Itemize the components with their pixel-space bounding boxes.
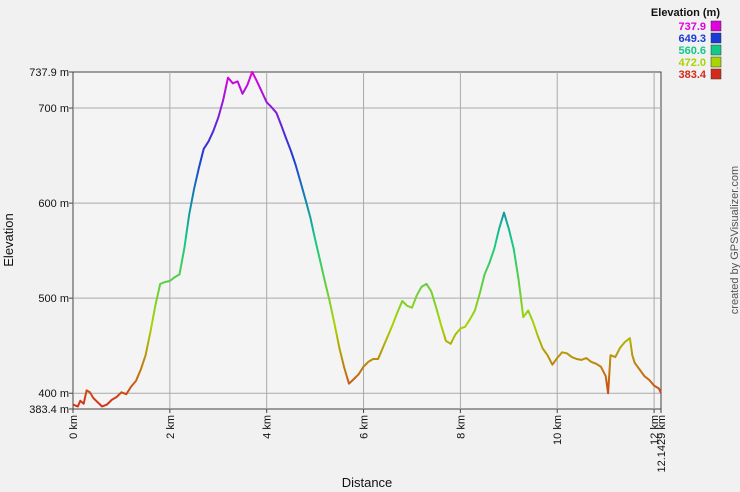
legend-swatch bbox=[710, 44, 722, 56]
legend-value: 737.9 bbox=[678, 21, 706, 33]
x-tick-label: 12 km bbox=[649, 415, 661, 445]
y-tick-label: 400 m bbox=[38, 388, 69, 400]
x-axis-title: Distance bbox=[342, 475, 393, 490]
y-axis-title: Elevation bbox=[1, 213, 16, 266]
x-tick-label: 6 km bbox=[359, 415, 371, 439]
grid-lines bbox=[73, 72, 661, 409]
legend-value: 649.3 bbox=[678, 33, 706, 45]
legend-title: Elevation (m) bbox=[651, 7, 720, 19]
x-tick-label: 4 km bbox=[262, 415, 274, 439]
y-tick-label: 500 m bbox=[38, 293, 69, 305]
legend-swatch bbox=[710, 20, 722, 32]
y-tick-label: 600 m bbox=[38, 198, 69, 210]
y-axis-ticks: 383.4 m 400 m 500 m 600 m 700 m 737.9 m bbox=[29, 67, 73, 416]
y-tick-label: 737.9 m bbox=[29, 67, 69, 79]
legend-swatch bbox=[710, 68, 722, 80]
elevation-line bbox=[72, 70, 662, 408]
credit-text: created by GPSVisualizer.com bbox=[729, 166, 740, 314]
y-tick-label: 383.4 m bbox=[29, 404, 69, 416]
x-tick-label: 12.1429 km bbox=[656, 415, 668, 472]
x-tick-label: 8 km bbox=[455, 415, 467, 439]
legend-value: 472.0 bbox=[678, 57, 706, 69]
y-tick-label: 700 m bbox=[38, 103, 69, 115]
x-tick-label: 10 km bbox=[552, 415, 564, 445]
legend-value: 383.4 bbox=[678, 69, 706, 81]
x-tick-label: 2 km bbox=[165, 415, 177, 439]
legend-swatch bbox=[710, 56, 722, 68]
legend-value: 560.6 bbox=[678, 45, 706, 57]
x-tick-label: 0 km bbox=[68, 415, 80, 439]
legend-swatch bbox=[710, 32, 722, 44]
